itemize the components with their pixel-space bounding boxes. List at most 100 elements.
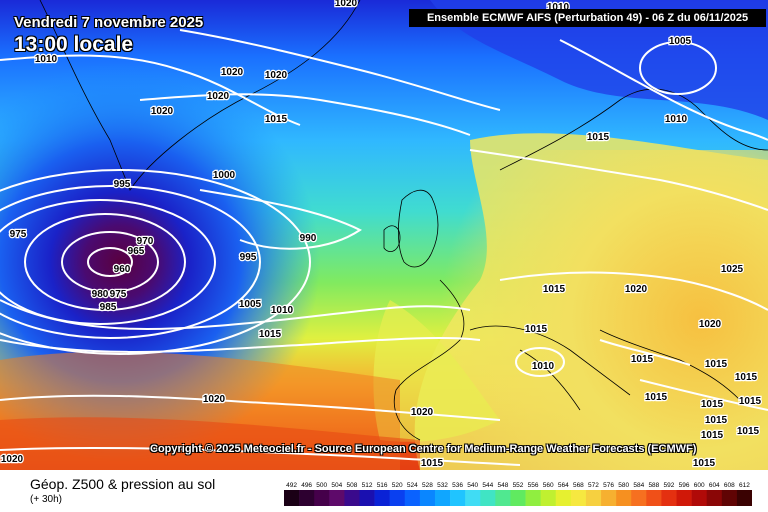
scale-label: 604 [709, 482, 720, 489]
scale-swatch [570, 490, 587, 506]
scale-swatch [374, 490, 390, 506]
isobar-label: 1010 [271, 305, 294, 316]
isobar-label: 1015 [705, 415, 728, 426]
scale-label: 608 [724, 482, 735, 489]
scale-swatch [706, 490, 723, 506]
scale-label: 536 [452, 482, 463, 489]
isobar-label: 1020 [151, 106, 174, 117]
scale-swatch [434, 490, 451, 506]
scale-label: 524 [407, 482, 418, 489]
scale-label: 500 [316, 482, 327, 489]
scale-label: 508 [347, 482, 358, 489]
scale-swatch [465, 490, 481, 506]
scale-swatch [691, 490, 708, 506]
isobar-label: 1020 [699, 319, 722, 330]
scale-label: 592 [664, 482, 675, 489]
scale-swatch [450, 490, 466, 506]
isobar-label: 1015 [631, 354, 654, 365]
scale-swatch [510, 490, 526, 506]
scale-label: 612 [739, 482, 750, 489]
isobar-label: 990 [300, 233, 317, 244]
isobar-label: 1015 [705, 359, 728, 370]
model-info-banner: Ensemble ECMWF AIFS (Perturbation 49) - … [409, 9, 766, 27]
isobar-label: 1015 [525, 324, 548, 335]
scale-label: 576 [603, 482, 614, 489]
scale-swatch [389, 490, 406, 506]
scale-swatch [299, 490, 315, 506]
subtropical-hot [0, 417, 420, 470]
scale-label: 548 [497, 482, 508, 489]
weather-map: 1020 1010 1005 1010 1020 1020 1020 1020 1015 1010… [0, 0, 768, 470]
scale-swatch [601, 490, 617, 506]
scale-label: 572 [588, 482, 599, 489]
isobar-label: 1010 [665, 114, 688, 125]
isobar-label: 1000 [213, 170, 236, 181]
isobar-label: 1015 [587, 132, 610, 143]
scale-swatch [585, 490, 602, 506]
isobar-label: 975 [110, 289, 127, 300]
isobar-label: 1020 [411, 407, 434, 418]
isobar-label: 1015 [259, 329, 282, 340]
map-canvas: 1020 1010 1005 1010 1020 1020 1020 1020 1015 1010… [0, 0, 768, 470]
scale-label: 588 [648, 482, 659, 489]
isobar-label: 1015 [543, 284, 566, 295]
scale-swatch [495, 490, 511, 506]
scale-swatch [661, 490, 677, 506]
isobar-label: 1020 [221, 67, 244, 78]
scale-swatch [631, 490, 647, 506]
isobar-label: 985 [100, 302, 117, 313]
isobar-label: 995 [240, 252, 257, 263]
scale-swatch [480, 490, 496, 506]
isobar-label: 1010 [35, 54, 58, 65]
isobar-label: 1015 [737, 426, 760, 437]
isobar-label: 970 [137, 236, 154, 247]
scale-label: 556 [528, 482, 539, 489]
scale-label: 540 [467, 482, 478, 489]
isobar-label: 1025 [721, 264, 744, 275]
scale-swatch [359, 490, 375, 506]
scale-label: 568 [573, 482, 584, 489]
scale-label: 560 [543, 482, 554, 489]
scale-label: 492 [286, 482, 297, 489]
forecast-date: Vendredi 7 novembre 2025 [14, 14, 204, 31]
scale-swatch [329, 490, 345, 506]
scale-label: 516 [377, 482, 388, 489]
isobar-label: 975 [10, 229, 27, 240]
scale-label: 584 [633, 482, 644, 489]
scale-label: 600 [694, 482, 705, 489]
scale-swatch [314, 490, 330, 506]
isobar-lines [0, 29, 768, 466]
isobar-label: 980 [92, 289, 109, 300]
scale-swatch [616, 490, 632, 506]
scale-labels: 492 496 500 504 508 512 516 520 524 528 532 536 540 5… [286, 482, 750, 489]
scale-swatch [344, 490, 360, 506]
isobar-label: 1005 [239, 299, 262, 310]
isobar-labels: 1020 1010 1005 1010 1020 1020 1020 1020 1015 1010… [0, 0, 763, 470]
isobar-label: 1020 [335, 0, 358, 9]
isobar-label: 1015 [735, 372, 758, 383]
scale-label: 512 [362, 482, 373, 489]
isobar-label: 1015 [739, 396, 762, 407]
scale-swatch [721, 490, 738, 506]
scale-swatch [419, 490, 436, 506]
isobar-label: 1020 [1, 454, 24, 465]
isobar-label: 1015 [701, 430, 724, 441]
scale-swatches [284, 490, 752, 506]
scale-swatch [540, 490, 557, 506]
coastlines [39, 0, 768, 441]
legend-title: Géop. Z500 & pression au sol [30, 476, 216, 492]
scale-label: 528 [422, 482, 433, 489]
scale-label: 496 [301, 482, 312, 489]
color-scale: 492 496 500 504 508 512 516 520 524 528 532 536 540 5… [284, 482, 752, 506]
scale-swatch [284, 490, 300, 506]
scale-swatch [736, 490, 752, 506]
isobar-label: 1015 [265, 114, 288, 125]
scale-label: 520 [392, 482, 403, 489]
isobar-label: 1010 [532, 361, 555, 372]
scale-swatch [525, 490, 541, 506]
isobar-label: 960 [114, 264, 131, 275]
scale-swatch [646, 490, 662, 506]
scale-swatch [676, 490, 692, 506]
isobar-label: 965 [128, 246, 145, 257]
scale-label: 596 [679, 482, 690, 489]
